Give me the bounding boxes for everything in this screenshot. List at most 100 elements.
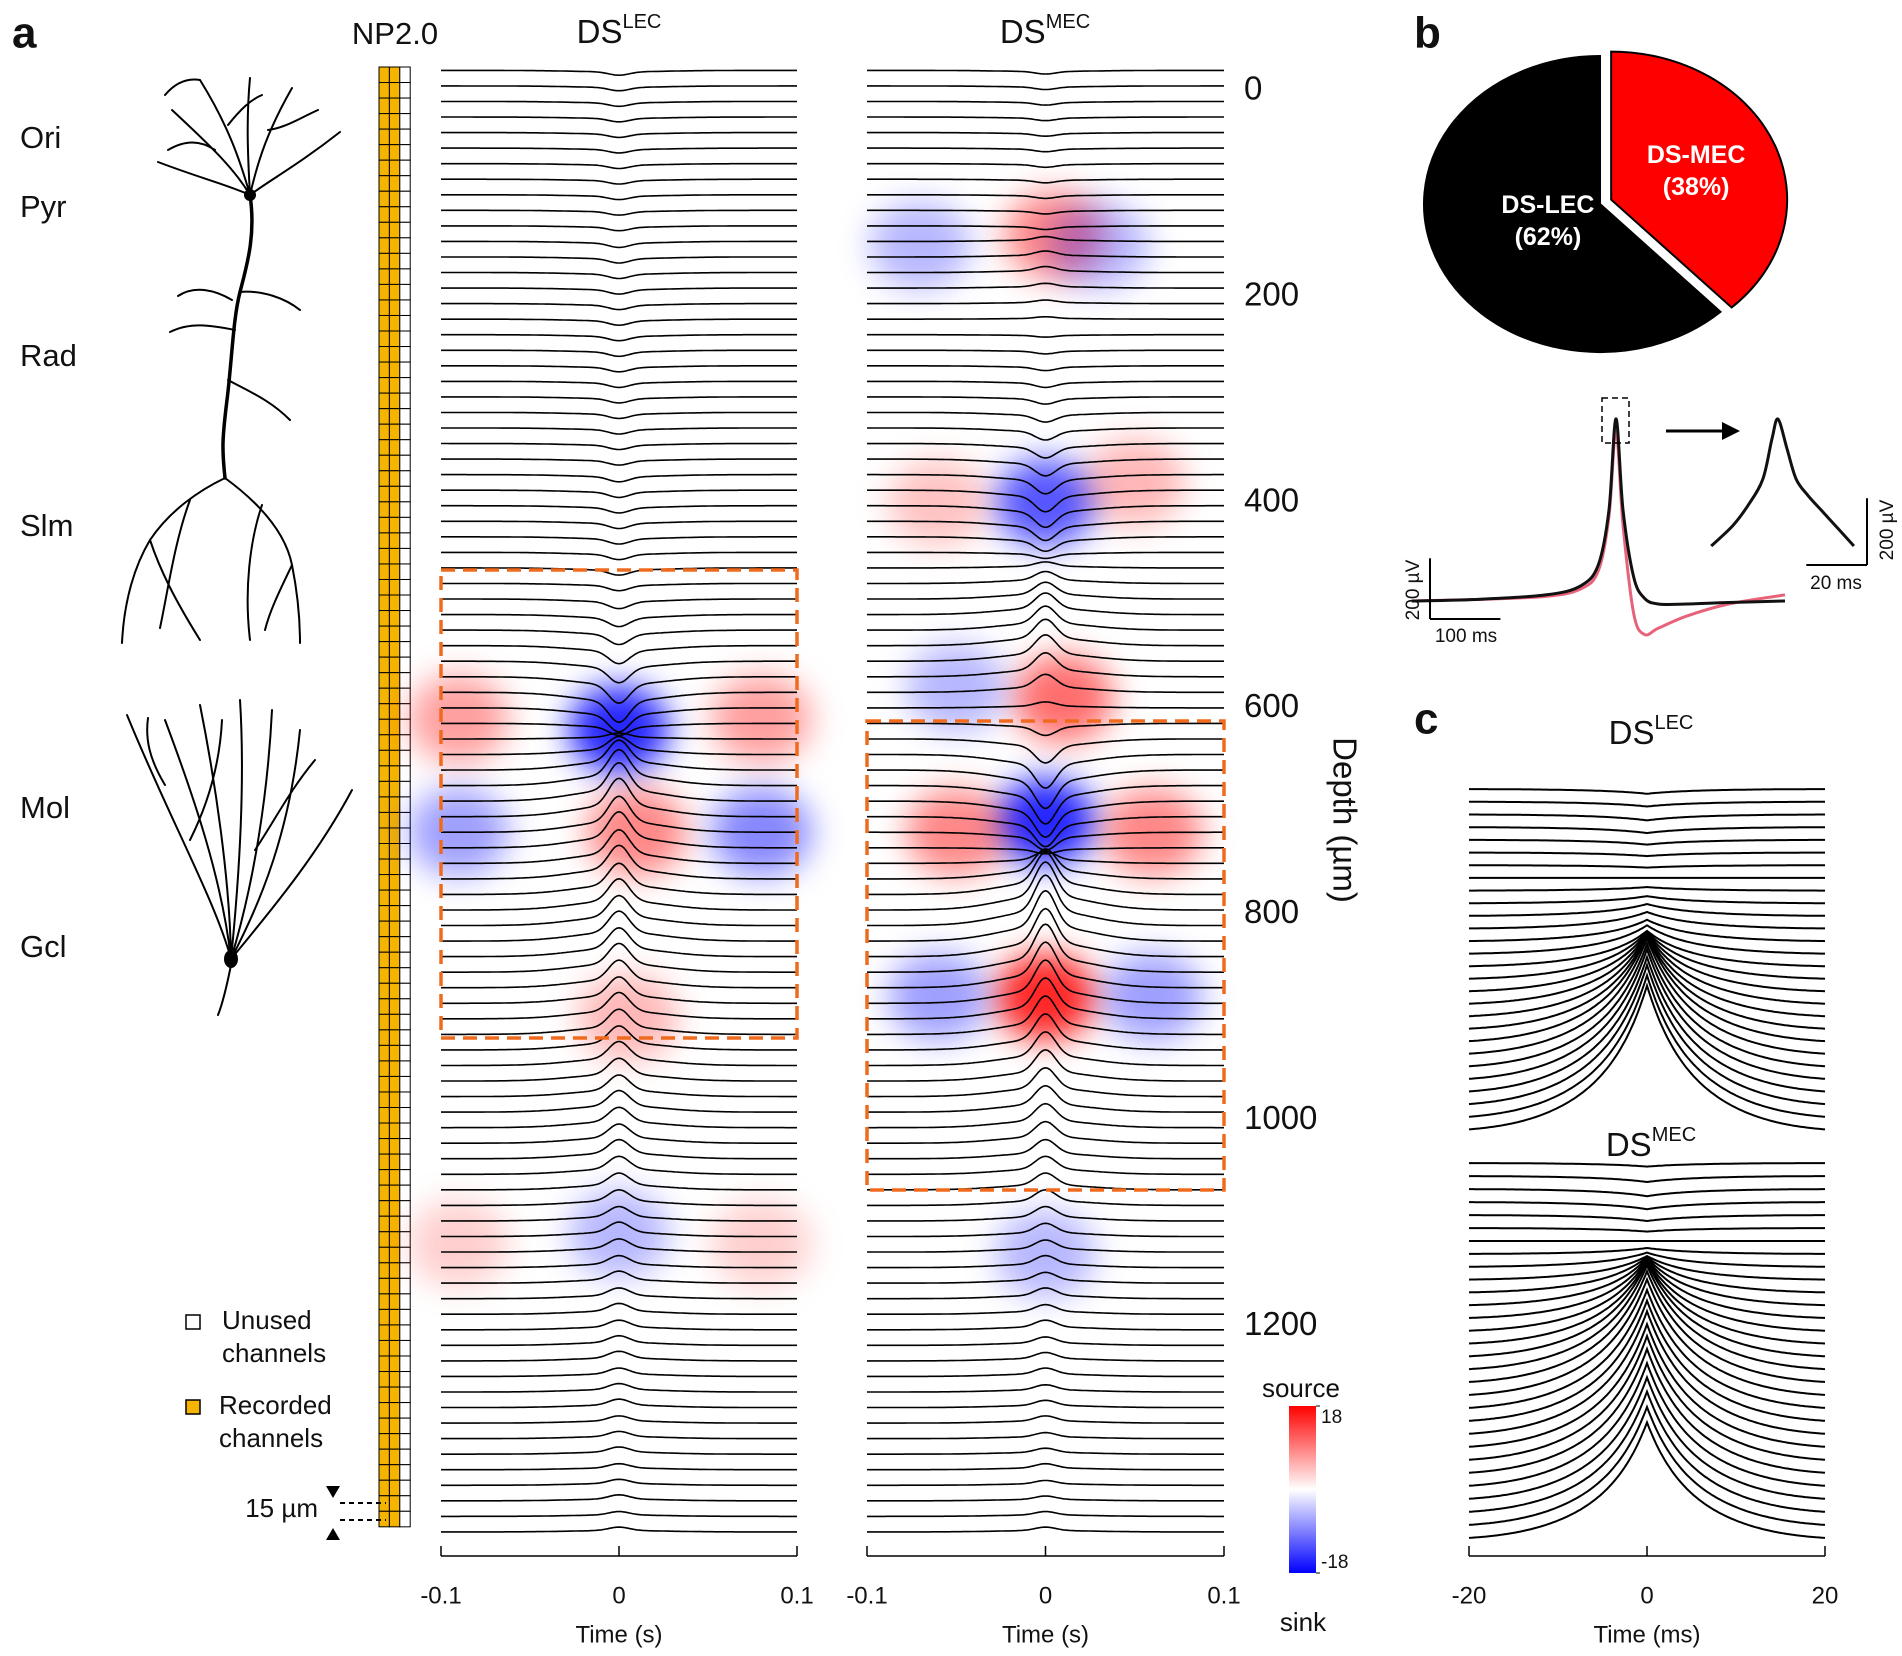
spacing-arrows [326,1486,340,1540]
probe-site [388,1308,401,1326]
probe-site [388,66,401,84]
trace [441,732,797,740]
trace [441,1510,797,1518]
trace [867,349,1224,355]
trace [1468,961,1826,1106]
trace [441,1237,797,1253]
trace [441,1334,797,1347]
granule-dendrites [126,699,353,1016]
probe-site [378,144,390,161]
probe-site [378,625,390,643]
probe-site [399,439,411,456]
trace [441,613,797,628]
trace [1469,885,1825,892]
probe-site [399,625,411,643]
trace [867,941,1224,989]
trace [441,318,797,327]
trace [441,116,797,123]
trace [441,735,797,756]
trace [441,1074,797,1098]
probe-site [399,252,411,270]
trace [441,225,797,232]
probe-site [388,889,401,907]
probe-site [399,734,411,751]
trace [867,1415,1224,1424]
trace [867,265,1224,274]
probe-site [399,998,411,1015]
probe-site [388,252,401,270]
layer-label: Mol [20,790,70,825]
trace [867,570,1224,585]
trace [1468,940,1826,1068]
probe-site [388,206,401,223]
probe-site [399,1184,411,1202]
trace [441,748,797,787]
trace [441,739,797,771]
probe-site [378,1060,390,1077]
probe-site [399,749,411,767]
trace [867,722,1224,737]
trace [867,1287,1224,1300]
trace [867,995,1224,1036]
legend-text: channels [222,1338,326,1368]
probe-site [388,1324,401,1341]
trace [441,1172,797,1191]
probe-site [399,1215,411,1233]
probe-site [388,749,401,767]
probe-site [378,237,390,254]
trace [867,1155,1224,1176]
trace [1469,1251,1825,1268]
probe-site [399,314,411,332]
probe-site [378,314,390,332]
probe-site [378,361,390,379]
probe-site [378,1433,390,1450]
probe-site [388,377,401,394]
probe-site [399,392,411,410]
trace [867,1031,1224,1067]
title-main: DS [1000,13,1046,50]
probe-site [378,1044,390,1062]
probe-site [378,330,390,348]
trace [867,504,1224,529]
trace [867,701,1224,709]
probe-site [378,299,390,316]
trace [867,738,1224,764]
trace [867,116,1224,122]
probe-site [378,610,390,627]
trace [441,1526,797,1533]
trace [867,1383,1224,1393]
probe-site [378,1184,390,1202]
probe-site [378,1371,390,1388]
trace [441,333,797,342]
probe-site [378,889,390,907]
probe-site [378,982,390,1000]
probe-site [388,718,401,736]
trace [867,69,1224,75]
probe-site [378,1246,390,1264]
x-axis-label: Time (s) [575,1621,662,1648]
probe-site [388,516,401,534]
probe-site [388,1402,401,1419]
trace [867,194,1224,200]
probe-site [378,703,390,720]
trace [867,651,1224,678]
probe-site [399,330,411,348]
scalebar-label: 100 ms [1435,626,1497,647]
trace [867,889,1224,942]
probe-site [378,485,390,503]
probe-site [378,920,390,938]
probe-site [399,1246,411,1264]
colorbar-tick-label: 18 [1321,1407,1342,1428]
y-tick-label: 200 [1244,276,1299,313]
probe-site [388,1184,401,1202]
trace [867,784,1224,825]
probe-site [388,330,401,348]
neurons [121,77,353,1016]
probe-site [399,1402,411,1419]
x-tick-label: -0.1 [846,1582,887,1609]
probe-site [399,1122,411,1140]
trace [441,1287,797,1300]
x-tick-label: -0.1 [420,1582,461,1609]
trace [867,769,1224,810]
trace [441,1319,797,1331]
